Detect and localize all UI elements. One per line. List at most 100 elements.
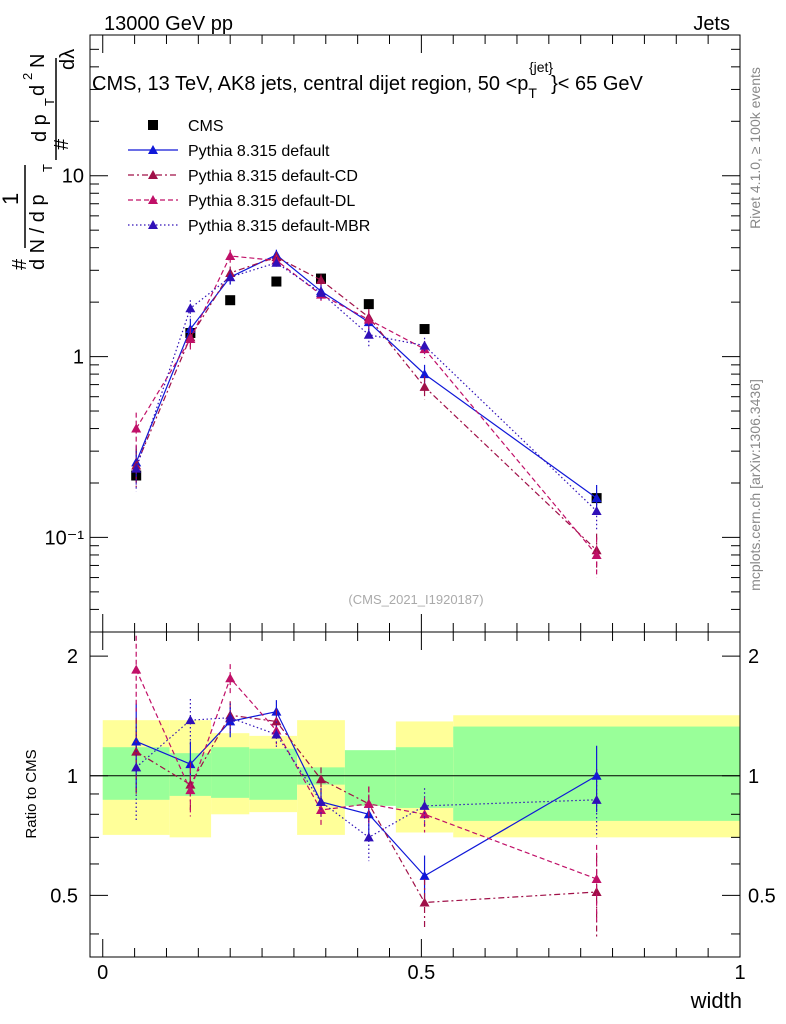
main-title-part-2: }< 65 GeV (551, 73, 643, 95)
ylabel-sup-2: 2 (20, 73, 35, 80)
main-title: CMS, 13 TeV, AK8 jets, central dijet reg… (92, 59, 643, 101)
analysis-watermark: (CMS_2021_I1920187) (348, 592, 483, 607)
ylabel-one: 1 (0, 193, 23, 205)
ratio-ytick-label-right: 0.5 (748, 885, 776, 907)
main-series-line (135, 254, 597, 499)
main-mc-point (131, 423, 142, 433)
main-title-part-1: CMS, 13 TeV, AK8 jets, central dijet reg… (92, 73, 528, 95)
main-marks (131, 249, 602, 578)
ratio-point (591, 873, 602, 883)
mcplots-label: mcplots.cern.ch [arXiv:1306.3436] (747, 379, 763, 591)
ratio-series-line (135, 717, 597, 839)
main-mc-point (419, 381, 430, 391)
ylabel-d: d (27, 85, 49, 96)
main-mc-point (363, 314, 374, 324)
ylabel-dlambda: dλ (57, 49, 79, 70)
main-mc-point (316, 275, 327, 285)
ratio-point (591, 887, 602, 897)
main-series-1 (131, 249, 602, 514)
main-series-line (135, 262, 598, 512)
ratio-point (271, 729, 282, 739)
main-mc-point (591, 549, 602, 559)
ylabel-sub-t-2: T (42, 98, 57, 106)
ratio-bands (90, 715, 740, 838)
legend-marker (148, 170, 158, 179)
main-mc-point (225, 272, 236, 282)
main-mc-point (185, 334, 196, 344)
legend-marker (148, 145, 158, 154)
main-mc-point (225, 250, 236, 260)
main-ytick-label: 10 (62, 166, 84, 188)
main-data-point (419, 324, 430, 335)
legend-marker (148, 195, 158, 204)
ratio-point (131, 762, 142, 772)
ratio-series-line (135, 714, 597, 904)
main-mc-point (271, 257, 282, 267)
ratio-band-inner (344, 750, 396, 806)
ylabel-hash-2: # (51, 138, 73, 150)
main-ytick-label: 10⁻¹ (45, 527, 85, 549)
ratio-point (225, 673, 236, 683)
main-mc-point (131, 463, 142, 473)
main-mc-point (363, 329, 374, 339)
legend-label: CMS (188, 118, 224, 135)
ratio-point (419, 870, 430, 880)
ratio-xtick-label: 0 (97, 962, 108, 984)
ratio-xtick-label: 0.5 (407, 962, 435, 984)
ratio-point (185, 715, 196, 725)
ylabel-sub-t-1: T (40, 164, 55, 172)
legend: CMS Pythia 8.315 default Pythia 8.315 defa… (128, 118, 370, 235)
main-ticks: 10 1 10⁻¹ (45, 34, 741, 633)
main-title-sup: {jet} (529, 59, 553, 75)
header-right: Jets (693, 13, 730, 35)
main-mc-point (591, 493, 602, 503)
ratio-band-inner (211, 747, 250, 798)
ratio-point (131, 664, 142, 674)
main-data-point (225, 295, 236, 306)
ratio-ytick-label-left: 0.5 (50, 885, 78, 907)
legend-label: Pythia 8.315 default-DL (188, 193, 355, 210)
main-mc-point (591, 506, 602, 516)
ratio-marks (131, 635, 602, 939)
ratio-panel: 2 2 1 1 0.5 0.5 0 0.5 1 Ratio to CMS width (23, 631, 776, 1013)
main-title-sub: T (528, 85, 537, 101)
ratio-point (363, 832, 374, 842)
main-data-point (271, 276, 282, 287)
ratio-series-3 (131, 699, 602, 862)
ylabel-n: N (27, 54, 49, 68)
ratio-band-inner (249, 748, 298, 800)
ratio-ticks: 2 2 1 1 0.5 0.5 0 0.5 1 (50, 632, 776, 984)
main-ylabel: # 1 d N / d p T # d p T d 2 N dλ (0, 49, 79, 270)
ratio-point (363, 798, 374, 808)
legend-label: Pythia 8.315 default (188, 143, 330, 160)
main-ytick-label: 1 (73, 347, 84, 369)
ratio-series-line (135, 710, 597, 877)
ratio-point (185, 785, 196, 795)
ratio-point (419, 800, 430, 810)
ratio-ytick-label-right: 2 (748, 646, 759, 668)
ratio-point (225, 712, 236, 722)
ratio-point (419, 897, 430, 907)
ratio-frame (89, 631, 741, 958)
ratio-series-line (135, 669, 597, 880)
legend-marker (148, 220, 158, 229)
ratio-band-inner (395, 747, 454, 808)
main-mc-point (419, 340, 430, 350)
ylabel-hash-1: # (9, 258, 31, 270)
ratio-ytick-label-left: 2 (67, 646, 78, 668)
ratio-ytick-label-left: 1 (67, 766, 78, 788)
ratio-point (591, 794, 602, 804)
ratio-ytick-label-right: 1 (748, 766, 759, 788)
legend-label: Pythia 8.315 default-MBR (188, 218, 370, 235)
main-series-4 (131, 257, 602, 530)
main-series-line (135, 256, 598, 551)
main-mc-point (316, 287, 327, 297)
legend-label: Pythia 8.315 default-CD (188, 168, 358, 185)
main-series-0 (131, 273, 602, 504)
ratio-point (316, 796, 327, 806)
main-data-point (363, 299, 374, 310)
ylabel-dpt: d p (29, 114, 51, 142)
rivet-label: Rivet 4.1.0, ≥ 100k events (747, 67, 763, 229)
ylabel-dn-dpt: d N / d p (27, 194, 49, 270)
